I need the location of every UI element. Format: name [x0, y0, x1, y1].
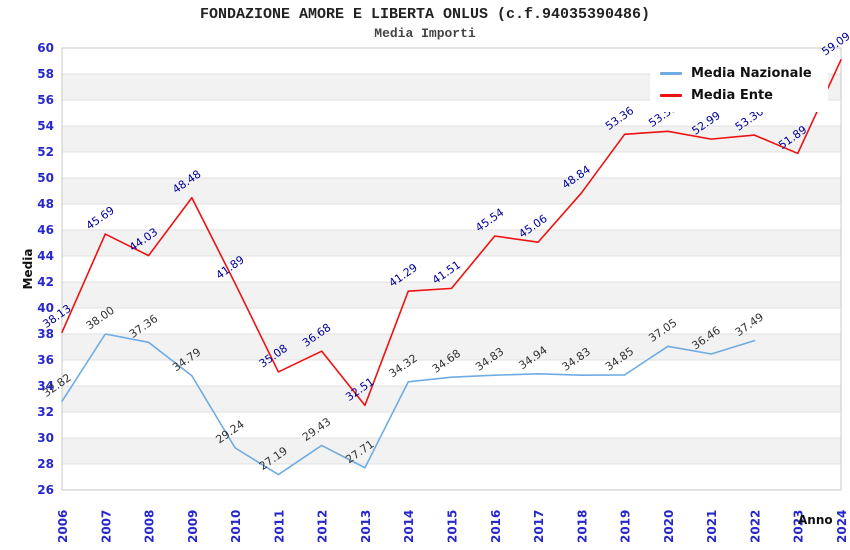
series-lines [61, 59, 842, 476]
x-tick-label: 2024 [835, 510, 849, 543]
y-tick-label: 28 [37, 457, 54, 471]
x-tick-label: 2019 [619, 510, 633, 543]
y-tick-label: 32 [37, 405, 54, 419]
legend-label: Media Nazionale [691, 65, 812, 81]
legend-item-media-nazionale[interactable]: Media Nazionale [660, 62, 824, 84]
y-tick-label: 50 [37, 171, 54, 185]
x-tick-label: 2018 [575, 510, 589, 543]
x-tick-label: 2021 [705, 510, 719, 543]
y-axis-title: Media [21, 248, 35, 290]
y-tick-label: 48 [37, 197, 54, 211]
shaded-band [62, 126, 841, 152]
chart-subtitle: Media Importi [374, 26, 476, 41]
y-tick-label: 42 [37, 275, 54, 289]
y-tick-label: 38 [37, 327, 54, 341]
data-label: 41.89 [213, 253, 246, 282]
y-tick-label: 34 [37, 379, 54, 393]
x-tick-label: 2012 [316, 510, 330, 543]
y-tick-label: 40 [37, 301, 54, 315]
legend: Media Nazionale Media Ente [650, 56, 828, 112]
x-tick-label: 2016 [489, 510, 503, 543]
shaded-band [62, 178, 841, 204]
y-tick-label: 26 [37, 483, 54, 497]
y-tick-label: 36 [37, 353, 54, 367]
x-tick-label: 2014 [402, 510, 416, 543]
shaded-band [62, 282, 841, 308]
x-axis-tick-labels: 2006 2007 2008 2009 2010 2011 2012 2013 2014 2015… [56, 510, 849, 543]
x-tick-label: 2008 [143, 510, 157, 543]
y-tick-label: 30 [37, 431, 54, 445]
legend-line-swatch-blue [660, 71, 682, 75]
legend-line-swatch-red [660, 93, 682, 97]
legend-label: Media Ente [691, 87, 773, 103]
data-label: 45.69 [84, 204, 117, 233]
y-tick-label: 54 [37, 119, 54, 133]
y-tick-label: 44 [37, 249, 54, 263]
x-tick-label: 2010 [229, 510, 243, 543]
plot-border [61, 47, 842, 491]
chart-title: FONDAZIONE AMORE E LIBERTA ONLUS (c.f.94… [199, 6, 651, 23]
y-tick-label: 46 [37, 223, 54, 237]
shaded-band [62, 334, 841, 360]
background-bands [62, 74, 841, 464]
y-axis-tick-labels: 26 28 30 32 34 36 38 40 42 44 46 48 50 52 54 56 58 60 [37, 41, 54, 497]
x-tick-label: 2013 [359, 510, 373, 543]
x-axis-title: Anno [798, 513, 833, 527]
series-line-media-ente [61, 59, 842, 407]
x-tick-label: 2006 [56, 510, 70, 543]
x-tick-label: 2011 [272, 510, 286, 543]
plot-frame [61, 47, 842, 491]
x-tick-label: 2023 [792, 510, 806, 543]
y-tick-label: 60 [37, 41, 54, 55]
shaded-band [62, 438, 841, 464]
series-line-media-nazionale [61, 333, 756, 476]
x-tick-label: 2017 [532, 510, 546, 543]
x-tick-label: 2007 [99, 510, 113, 543]
shaded-band [62, 386, 841, 412]
shaded-band [62, 230, 841, 256]
y-tick-label: 52 [37, 145, 54, 159]
x-tick-label: 2009 [186, 510, 200, 543]
x-tick-label: 2022 [748, 510, 762, 543]
legend-item-media-ente[interactable]: Media Ente [660, 84, 824, 106]
y-tick-label: 56 [37, 93, 54, 107]
x-tick-label: 2015 [446, 510, 460, 543]
y-tick-label: 58 [37, 67, 54, 81]
data-label: 59.09 [819, 30, 850, 59]
x-tick-label: 2020 [662, 510, 676, 543]
